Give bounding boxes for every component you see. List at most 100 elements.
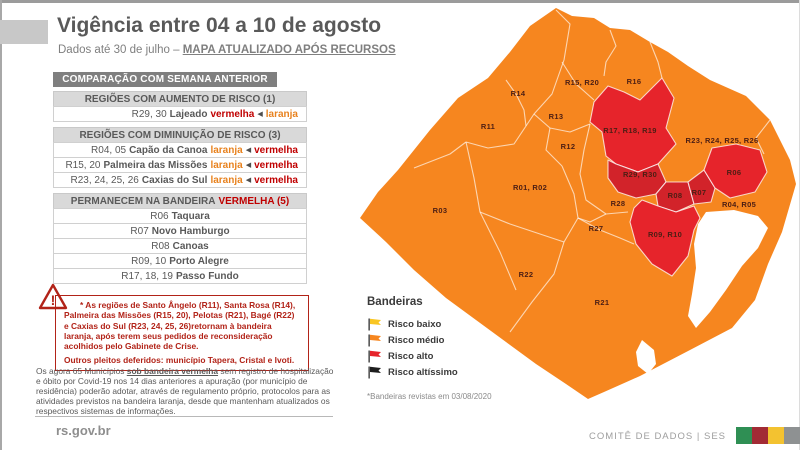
legend-label: Risco alto [388, 350, 434, 362]
region-borders [413, 9, 771, 333]
region-name: Novo Hamburgo [151, 225, 230, 237]
lagoa-mirim [636, 340, 656, 374]
note-paragraph: Os agora 65 Municípios sob bandeira verm… [36, 366, 336, 416]
red-flag-regions [589, 77, 768, 277]
region-code: R15, 20 [65, 159, 101, 171]
map-label: R14 [511, 89, 526, 98]
table-row: R04, 05 Capão da Canoa laranja ◀ vermelh… [53, 142, 307, 158]
decrease-section-header: REGIÕES COM DIMINUIÇÃO DE RISCO (3) [53, 127, 307, 143]
comparison-header: COMPARAÇÃO COM SEMANA ANTERIOR [53, 72, 277, 87]
map-labels: R15, R20 R16 R14 R13 R11 R12 R17, R18, R… [433, 77, 759, 307]
warning-triangle-icon: ! [38, 283, 68, 310]
new-flag: laranja [210, 159, 243, 171]
lagoons [636, 210, 768, 374]
brand-square-red [752, 427, 768, 444]
region-r06 [703, 143, 768, 199]
state-silhouette [360, 8, 796, 399]
map-label: R06 [727, 168, 742, 177]
region-name: Lajeado [169, 108, 208, 120]
comparison-panel: COMPARAÇÃO COM SEMANA ANTERIOR REGIÕES C… [53, 72, 307, 284]
rs-region-map: R15, R20 R16 R14 R13 R11 R12 R17, R18, R… [360, 8, 796, 399]
map-label: R03 [433, 206, 448, 215]
table-row: R06 Taquara [53, 208, 307, 224]
region-code: R06 [150, 210, 169, 222]
arrow-left-icon: ◀ [245, 177, 252, 184]
region-name: Porto Alegre [169, 255, 229, 267]
brand-squares [736, 427, 800, 444]
brand-square-gray [784, 427, 800, 444]
stay-red-section-header: PERMANECEM NA BANDEIRA VERMELHA (5) [53, 193, 307, 209]
warning-box: * As regiões de Santo Ângelo (R11), Sant… [55, 295, 309, 371]
legend-label: Risco altíssimo [388, 366, 458, 378]
brand-square-green [736, 427, 752, 444]
legend-item: Risco baixo [367, 316, 492, 332]
new-flag: vermelha [210, 108, 255, 120]
table-row: R23, 24, 25, 26 Caxias do Sul laranja ◀ … [53, 172, 307, 188]
map-label: R11 [481, 122, 495, 131]
region-code: R17, 18, 19 [121, 270, 173, 282]
new-flag: laranja [210, 144, 243, 156]
old-flag: vermelha [254, 174, 298, 186]
region-name: Taquara [171, 210, 210, 222]
warning-paragraph-2: Outros pleitos deferidos: município Tape… [64, 355, 295, 366]
legend-item: Risco alto [367, 348, 492, 364]
committee-label: COMITÊ DE DADOS | SES [589, 431, 726, 442]
map-label: R28 [611, 199, 626, 208]
footer-divider [35, 416, 333, 417]
site-logo[interactable]: rs.gov.br [56, 423, 111, 438]
flag-icon-orange [368, 334, 381, 346]
subtitle: Dados até 30 de julho – MAPA ATUALIZADO … [58, 44, 396, 56]
map-label: R09, R10 [648, 230, 682, 239]
table-row: R07 Novo Hamburgo [53, 223, 307, 239]
subtitle-link[interactable]: MAPA ATUALIZADO APÓS RECURSOS [182, 44, 396, 56]
warning-paragraph-1: * As regiões de Santo Ângelo (R11), Sant… [64, 300, 296, 351]
map-label: R23, R24, R25, R26 [686, 136, 759, 145]
note-pre: Os agora 65 Municípios [36, 366, 127, 376]
table-row: R29, 30 Lajeado vermelha ◀ laranja [53, 106, 307, 122]
map-label: R08 [668, 191, 683, 200]
stay-header-prefix: PERMANECEM NA BANDEIRA [70, 195, 216, 207]
top-border [0, 0, 800, 3]
map-label: R27 [589, 224, 604, 233]
region-code: R04, 05 [91, 144, 127, 156]
legend-title: Bandeiras [367, 296, 423, 308]
legend-item: Risco altíssimo [367, 364, 492, 380]
region-code: R23, 24, 25, 26 [70, 174, 139, 186]
table-row: R08 Canoas [53, 238, 307, 254]
increase-section-header: REGIÕES COM AUMENTO DE RISCO (1) [53, 91, 307, 107]
legend-label: Risco baixo [388, 318, 442, 330]
note-post: sem registro de hospitalização e óbito p… [36, 366, 334, 417]
region-name: Passo Fundo [175, 270, 239, 282]
old-flag: vermelha [254, 159, 298, 171]
flag-icon-black [368, 366, 381, 378]
region-r09-r10 [629, 199, 701, 277]
flag-icon-yellow [368, 318, 381, 330]
flag-icon-red [368, 350, 381, 362]
new-flag: laranja [210, 174, 243, 186]
map-label: R12 [561, 142, 576, 151]
subtitle-prefix: Dados até 30 de julho – [58, 44, 183, 56]
table-row: R09, 10 Porto Alegre [53, 253, 307, 269]
region-code: R09, 10 [131, 255, 167, 267]
map-label: R17, R18, R19 [603, 126, 657, 135]
region-code: R08 [151, 240, 170, 252]
stay-header-highlight: VERMELHA (5) [218, 195, 290, 207]
table-row: R17, 18, 19 Passo Fundo [53, 268, 307, 284]
map-label: R29, R30 [623, 170, 657, 179]
legend-item: Risco médio [367, 332, 492, 348]
map-label: R07 [692, 188, 707, 197]
region-name: Canoas [172, 240, 209, 252]
map-label: R22 [519, 270, 534, 279]
table-row: R15, 20 Palmeira das Missões laranja ◀ v… [53, 157, 307, 173]
region-r07 [687, 169, 716, 205]
region-code: R29, 30 [131, 108, 167, 120]
left-border [0, 0, 2, 450]
note-underline: sob bandeira vermelha [126, 366, 219, 376]
region-r17-r18-r19 [589, 77, 677, 173]
old-flag: laranja [265, 108, 298, 120]
arrow-left-icon: ◀ [257, 111, 263, 118]
map-label: R01, R02 [513, 183, 547, 192]
flag-legend: Bandeiras Risco baixo Risco médio Risco … [367, 296, 492, 401]
map-label: R13 [549, 112, 564, 121]
